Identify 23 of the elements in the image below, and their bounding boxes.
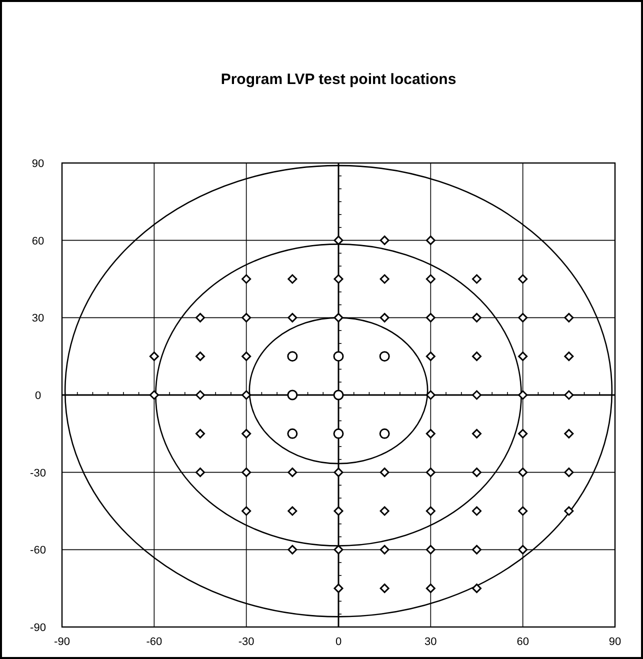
x-tick-label: -90 (54, 636, 70, 648)
point (379, 428, 390, 439)
chart-title: Program LVP test point locations (220, 71, 456, 88)
point (333, 351, 344, 362)
y-tick-label: -90 (30, 622, 46, 634)
point (379, 351, 390, 362)
x-tick-label: 30 (424, 636, 437, 648)
x-tick-label: 90 (608, 636, 622, 648)
y-tick-label: 30 (32, 312, 44, 325)
y-tick-label: 90 (32, 158, 44, 170)
y-tick-label: 60 (32, 235, 44, 248)
y-tick-label: 0 (34, 390, 42, 402)
point (287, 390, 298, 400)
point (333, 428, 344, 439)
y-tick-label: -30 (30, 467, 46, 480)
x-tick-label: 0 (335, 636, 342, 648)
point (287, 428, 298, 439)
x-tick-label: -60 (146, 636, 162, 648)
x-tick-label: -30 (238, 636, 254, 648)
point (333, 390, 344, 400)
y-tick-label: -60 (30, 544, 46, 557)
point (287, 351, 298, 362)
x-tick-label: 60 (516, 636, 529, 648)
